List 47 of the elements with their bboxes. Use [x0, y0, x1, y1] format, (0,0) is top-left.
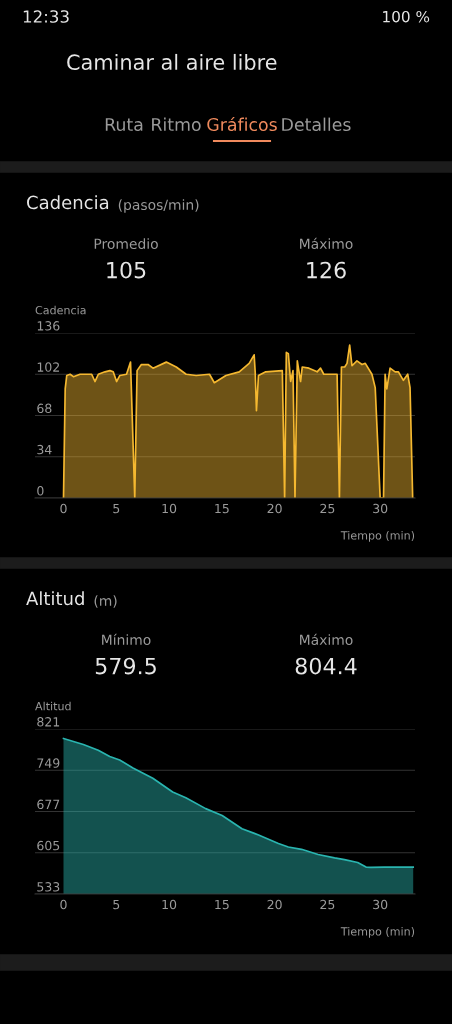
y-tick-label: 136	[37, 321, 60, 331]
text: Ruta	[105, 118, 143, 132]
y-axis-title: Altitud	[35, 701, 71, 711]
x-tick-label: 10	[162, 503, 177, 514]
text: 126	[307, 261, 346, 279]
y-tick-label: 533	[37, 882, 60, 892]
text: Máximo	[300, 237, 353, 250]
x-tick-label: 10	[162, 899, 177, 910]
x-tick-label: 20	[267, 503, 282, 514]
text: 12:33	[23, 10, 69, 23]
text: 579.5	[95, 657, 156, 675]
y-tick-label: 0	[37, 486, 44, 496]
x-tick-label: 20	[267, 899, 282, 910]
x-tick-label: 15	[215, 503, 229, 514]
y-tick-label: 102	[37, 362, 59, 372]
x-tick-label: 30	[373, 503, 388, 514]
x-tick-label: 0	[60, 503, 67, 514]
text: Ritmo	[152, 117, 201, 132]
x-axis-title: Tiempo (min)	[340, 927, 415, 938]
y-tick-label: 821	[37, 717, 60, 727]
x-tick-label: 0	[60, 899, 67, 910]
text: Gráficos	[207, 116, 277, 132]
x-tick-label: 30	[373, 899, 388, 910]
text: Máximo	[300, 633, 353, 646]
text: Mínimo	[102, 633, 151, 646]
y-axis-title: Cadencia	[35, 305, 86, 315]
text: Promedio	[94, 238, 158, 250]
x-tick-label: 15	[215, 899, 229, 910]
text: Detalles	[282, 117, 351, 132]
x-axis-title: Tiempo (min)	[340, 531, 415, 542]
text: 804.4	[295, 657, 357, 675]
text: 100 %	[383, 10, 430, 23]
y-tick-label: 749	[37, 758, 60, 768]
text: 105	[107, 261, 146, 279]
x-tick-label: 5	[113, 503, 120, 514]
x-tick-label: 25	[320, 503, 335, 514]
y-tick-label: 677	[37, 799, 60, 810]
chart-subtitle: (pasos/min)	[118, 199, 199, 213]
chart-subtitle: (m)	[94, 595, 117, 608]
y-tick-label: 34	[37, 444, 52, 455]
x-tick-label: 5	[113, 899, 120, 910]
chart-title: Altitud	[26, 591, 84, 606]
y-tick-label: 68	[37, 403, 52, 414]
text: Caminar al aire libre	[67, 53, 277, 71]
x-tick-label: 25	[320, 899, 335, 910]
y-tick-label: 605	[37, 840, 60, 851]
chart-title: Cadencia	[27, 195, 109, 210]
